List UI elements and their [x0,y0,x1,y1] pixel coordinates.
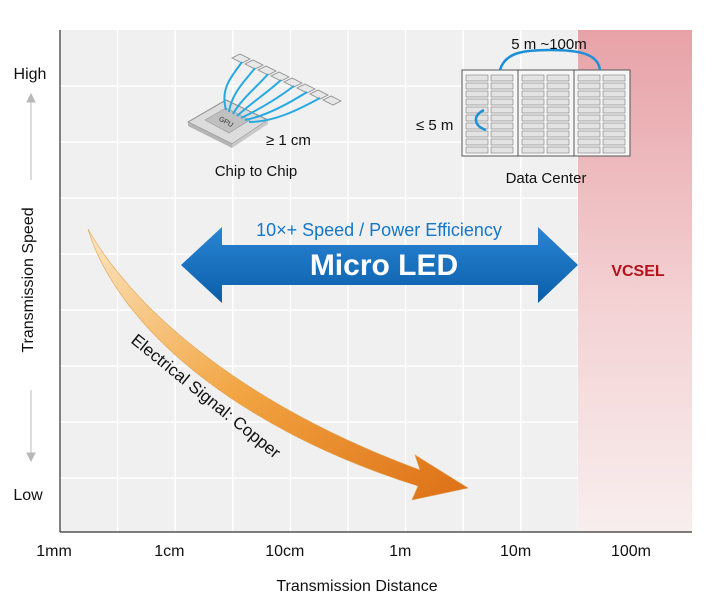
server-unit [546,98,570,106]
server-unit [521,114,545,122]
server-unit [577,74,601,82]
chip-to-chip-illustration: GPU [186,53,342,148]
server-unit [602,114,626,122]
x-tick-label: 10m [500,543,531,560]
data-center-caption: Data Center [506,170,587,187]
server-unit [465,106,489,114]
server-unit [521,98,545,106]
server-unit [602,74,626,82]
micro-led-arrow [181,227,578,303]
server-unit [465,146,489,154]
server-unit [546,138,570,146]
server-unit [602,98,626,106]
vcsel-label: VCSEL [611,263,665,280]
x-tick-label: 100m [611,543,651,560]
y-tick-high: High [14,66,47,83]
server-unit [465,138,489,146]
server-unit [602,90,626,98]
server-unit [546,82,570,90]
server-unit [602,106,626,114]
server-unit [546,146,570,154]
data-center-link-top [498,48,602,71]
y-axis-title: Transmission Speed [20,207,37,352]
server-unit [521,82,545,90]
server-unit [465,130,489,138]
server-unit [577,98,601,106]
server-unit [490,74,514,82]
server-unit [521,106,545,114]
chip-to-chip-caption: Chip to Chip [215,163,298,180]
server-unit [490,106,514,114]
x-tick-label: 10cm [265,543,304,560]
server-unit [490,146,514,154]
server-unit [546,122,570,130]
server-unit [577,114,601,122]
micro-led-label: Micro LED [310,249,458,282]
data-center-range-top: 5 m ~100m [511,36,586,53]
server-unit [521,146,545,154]
server-unit [546,106,570,114]
server-unit [521,74,545,82]
x-ticks: 1mm 1cm 10cm 1m 10m 100m [36,543,651,560]
y-tick-low: Low [13,487,43,504]
server-unit [577,122,601,130]
server-unit [602,130,626,138]
x-tick-label: 1m [389,543,411,560]
server-unit [546,90,570,98]
server-unit [490,90,514,98]
server-unit [465,74,489,82]
server-unit [490,98,514,106]
server-unit [521,122,545,130]
server-unit [602,138,626,146]
server-unit [490,130,514,138]
server-unit [465,82,489,90]
server-unit [521,90,545,98]
data-center-link-side [474,108,487,132]
server-unit [546,130,570,138]
server-unit [577,130,601,138]
server-unit [602,146,626,154]
server-unit [465,98,489,106]
server-unit [577,82,601,90]
server-unit [577,138,601,146]
server-unit [490,138,514,146]
y-axis-arrows [26,92,36,463]
server-unit [490,82,514,90]
server-unit [490,122,514,130]
server-unit [577,106,601,114]
micro-led-caption: 10×+ Speed / Power Efficiency [256,220,502,240]
server-unit [577,146,601,154]
x-tick-label: 1mm [36,543,72,560]
server-unit [521,138,545,146]
chip-distance-label: ≥ 1 cm [266,132,311,149]
server-unit [546,114,570,122]
data-center-range-side: ≤ 5 m [416,117,453,134]
server-unit [546,74,570,82]
server-unit [602,82,626,90]
server-unit [490,114,514,122]
copper-arrow [87,228,469,501]
server-unit [577,90,601,98]
data-center-illustration [461,69,631,157]
x-axis-title: Transmission Distance [276,578,437,595]
server-unit [521,130,545,138]
server-unit [602,122,626,130]
x-tick-label: 1cm [154,543,184,560]
server-unit [465,90,489,98]
